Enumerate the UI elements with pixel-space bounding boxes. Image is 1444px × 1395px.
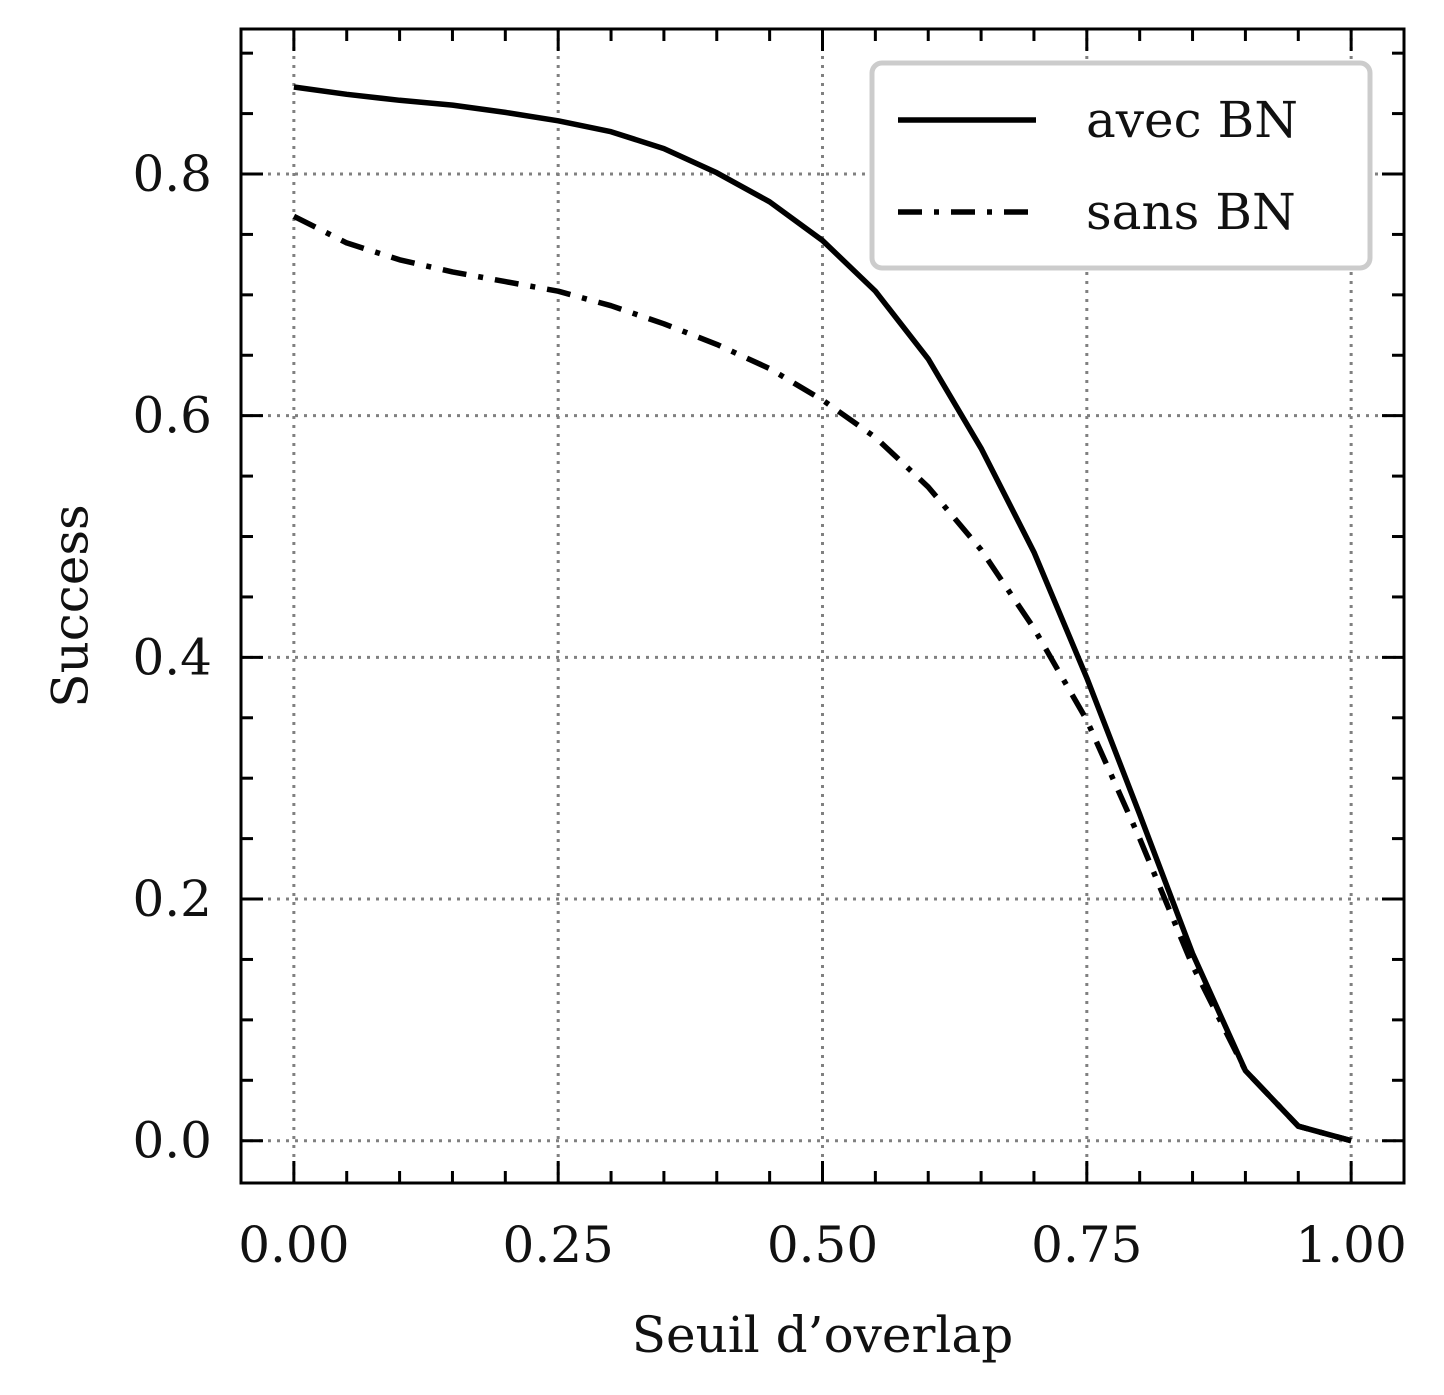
y-axis-label: Success bbox=[42, 504, 100, 707]
y-tick-label: 0.0 bbox=[132, 1112, 212, 1170]
legend: avec BN sans BN bbox=[869, 60, 1373, 271]
legend-box bbox=[869, 60, 1373, 271]
y-tick-label: 0.6 bbox=[132, 387, 212, 445]
y-tick-label: 0.4 bbox=[132, 628, 212, 686]
x-axis-label: Seuil d’overlap bbox=[632, 1306, 1013, 1364]
legend-label-avec-bn: avec BN bbox=[1086, 91, 1298, 149]
x-tick-label: 0.75 bbox=[1031, 1216, 1142, 1274]
x-tick-label: 0.25 bbox=[503, 1216, 614, 1274]
series-line-sans-bn bbox=[292, 213, 1352, 1144]
x-tick-label: 1.00 bbox=[1295, 1216, 1406, 1274]
series-layer bbox=[292, 84, 1352, 1144]
x-tick-label: 0.00 bbox=[238, 1216, 349, 1274]
labels-layer: Seuil d’overlap Success bbox=[42, 504, 1014, 1364]
series-line-avec-bn bbox=[293, 84, 1352, 1144]
y-tick-label: 0.2 bbox=[132, 870, 212, 928]
y-tick-label: 0.8 bbox=[132, 145, 212, 203]
axes-layer: 0.00 0.25 0.50 0.75 1.00 0.0 0.2 0.4 0.6 0.8 bbox=[132, 27, 1407, 1274]
legend-label-sans-bn: sans BN bbox=[1086, 183, 1296, 241]
x-tick-label: 0.50 bbox=[767, 1216, 878, 1274]
grid-layer bbox=[241, 29, 1404, 1183]
